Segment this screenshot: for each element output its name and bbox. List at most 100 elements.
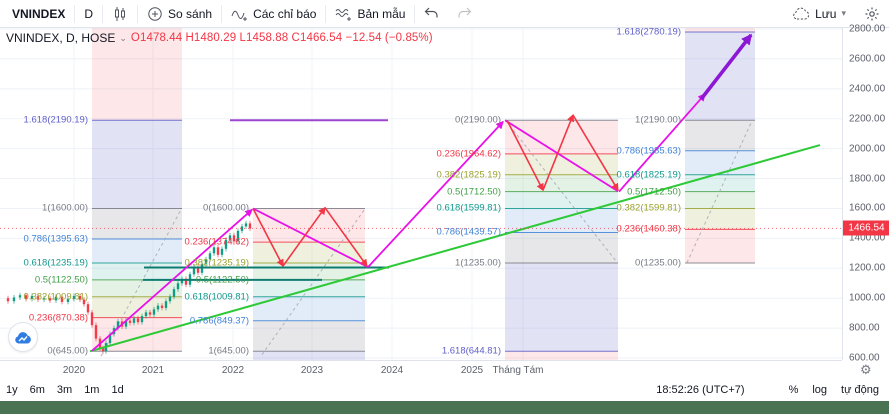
time-axis[interactable]: 2020 2021 2022 2023 2024 2025 Tháng Tám [0, 360, 842, 378]
fib-level-label: 0.618(1599.81) [436, 202, 501, 214]
time-tick: 2025 [460, 365, 484, 376]
indicators-icon [231, 6, 248, 22]
price-tick: 600.00 [849, 352, 880, 364]
symbol-label: VNINDEX [12, 6, 66, 21]
publish-cloud-icon [15, 331, 31, 344]
date-range-buttons: 1y 6m 3m 1m 1d [0, 384, 130, 396]
toolbar-divider [325, 4, 327, 23]
time-tick: 2020 [62, 365, 86, 376]
fib-level-label: 0.5(1122.50) [195, 274, 249, 286]
fib-level-label: 0.618(1825.19) [616, 169, 681, 181]
range-button-1m[interactable]: 1m [84, 383, 100, 396]
chevron-down-icon: ⌄ [119, 32, 127, 43]
top-toolbar: VNINDEX D So sánh Các chỉ báo Bản mẫu Lư… [0, 0, 889, 28]
range-button-1y[interactable]: 1y [6, 383, 18, 396]
time-tick: 2022 [221, 365, 245, 376]
bottom-toolbar: 1y 6m 3m 1m 1d 18:52:26 (UTC+7) % log tự độn… [0, 378, 889, 401]
fib-level-label: 1(645.00) [208, 345, 249, 357]
fib-level-label: 1.618(2190.19) [23, 114, 88, 126]
log-scale-toggle[interactable]: log [812, 383, 828, 396]
indicators-label: Các chỉ báo [253, 6, 317, 21]
fib-level-label: 0.382(1235.19) [184, 257, 249, 269]
fib-level-label: 0(645.00) [47, 345, 88, 357]
price-tick: 1200.00 [849, 262, 886, 274]
fib-level-label: 0.5(1712.50) [447, 186, 501, 198]
templates-button[interactable]: Bản mẫu [326, 0, 414, 28]
cloud-icon [792, 7, 810, 20]
indicators-button[interactable]: Các chỉ báo [222, 0, 325, 28]
chart-canvas[interactable]: 1.618(2190.19) 1(1600.00) 0.786(1395.63) 0.… [0, 28, 842, 360]
price-tick: 800.00 [849, 322, 880, 334]
fib-level-label: 0.5(1712.50) [627, 186, 681, 198]
time-tick: 2023 [300, 365, 324, 376]
clock-timezone-button[interactable]: 18:52:26 (UTC+7) [656, 383, 745, 396]
chart-style-button[interactable] [103, 0, 137, 28]
drawing-magenta-leg-4 [504, 119, 619, 193]
compare-label: So sánh [168, 6, 213, 21]
settings-gear-button[interactable] [855, 0, 889, 28]
percent-scale-toggle[interactable]: % [788, 383, 799, 396]
redo-button[interactable] [448, 0, 481, 28]
drawing-magenta-leg-5 [618, 93, 706, 193]
fib-level-label: 0.618(1235.19) [23, 257, 88, 269]
legend-ohlc-values: O1478.44 H1480.29 L1458.88 C1466.54 −12.… [130, 32, 433, 44]
price-tick: 2800.00 [849, 23, 886, 35]
compare-button[interactable]: So sánh [138, 0, 221, 28]
window-bottom-bar [0, 401, 889, 414]
fib-level-label: 0.236(1964.62) [436, 148, 501, 160]
templates-label: Bản mẫu [357, 6, 406, 21]
range-button-6m[interactable]: 6m [29, 383, 45, 396]
drawing-red-zig-a2 [282, 206, 326, 267]
save-layout-button[interactable]: Lưu ▾ [783, 0, 855, 28]
drawing-magenta-leg-2 [252, 207, 369, 268]
fib-level-label: 0.618(1009.81) [184, 291, 249, 303]
fib-level-label: 0(2190.00) [455, 114, 501, 126]
interval-button[interactable]: D [75, 0, 102, 28]
publish-idea-button[interactable] [8, 322, 38, 352]
fib-level-label: 0.786(1395.63) [23, 233, 88, 245]
toolbar-divider [74, 4, 76, 23]
chart-base-layer [0, 28, 842, 360]
symbol-button[interactable]: VNINDEX [0, 0, 74, 28]
price-tick: 1600.00 [849, 202, 886, 214]
toolbar-divider [102, 4, 104, 23]
fib-level-label: 0.236(1460.38) [616, 223, 681, 235]
templates-icon [335, 6, 352, 22]
price-tick: 1800.00 [849, 173, 886, 185]
drawing-red-zig-a1 [252, 208, 284, 268]
price-tick: 1400.00 [849, 232, 886, 244]
fib-level-label: 1(1235.00) [455, 257, 501, 269]
price-tick: 1000.00 [849, 292, 886, 304]
drawing-magenta-leg-3 [367, 120, 504, 268]
drawing-red-zig-b2 [542, 113, 575, 191]
time-tick: Tháng Tám [492, 365, 544, 376]
fib-level-label: 1(1600.00) [42, 202, 88, 214]
drawing-red-zig-b3 [572, 114, 619, 192]
fib-level-label: 1(2190.00) [635, 114, 681, 126]
fib-level-label: 0.786(849.37) [189, 315, 249, 327]
range-button-3m[interactable]: 3m [56, 383, 73, 396]
undo-button[interactable] [415, 0, 448, 28]
fib-level-label: 0.236(870.38) [28, 312, 88, 324]
axis-settings-gear-icon[interactable]: ⚙ [860, 362, 872, 377]
fib-level-label: 0.5(1122.50) [34, 274, 88, 286]
fib-level-label: 0.786(1439.57) [436, 226, 501, 238]
fib-level-label: 0.786(1985.63) [616, 145, 681, 157]
range-button-1d[interactable]: 1d [111, 383, 124, 396]
last-price-badge: 1466.54 [843, 220, 889, 236]
auto-scale-toggle[interactable]: tự động [841, 383, 879, 396]
fib-level-label: 0.382(1009.81) [23, 291, 88, 303]
drawing-magenta-leg-1 [91, 208, 253, 352]
price-tick: 2400.00 [849, 83, 886, 95]
legend-symbol[interactable]: VNINDEX, D, HOSE [6, 31, 116, 45]
drawing-red-zig-b1 [506, 119, 544, 192]
price-tick: 2200.00 [849, 113, 886, 125]
chevron-down-icon: ▾ [841, 8, 846, 18]
drawing-green-trendline [89, 144, 821, 353]
drawing-red-zig-a3 [324, 207, 368, 267]
time-tick: 2021 [141, 365, 165, 376]
fib-level-label: 0(1235.00) [635, 257, 681, 269]
candlestick-icon [112, 6, 128, 22]
price-axis[interactable]: 2800.00 2600.00 2400.00 2200.00 2000.00 1800.… [842, 24, 889, 364]
